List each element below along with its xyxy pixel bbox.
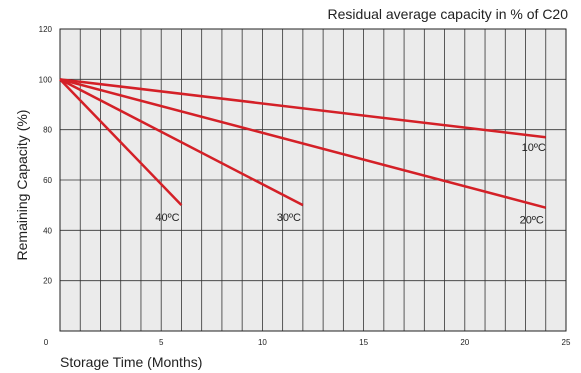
x-tick-label: 15 <box>359 338 368 347</box>
x-tick-label: 5 <box>159 338 164 347</box>
y-axis-label: Remaining Capacity (%) <box>14 109 30 261</box>
y-tick-label: 80 <box>43 126 52 135</box>
y-tick-label: 40 <box>43 226 52 235</box>
y-tick-label: 100 <box>39 75 53 84</box>
x-tick-label: 20 <box>460 338 469 347</box>
series-label: 30ºC <box>277 212 301 224</box>
series-line <box>59 78 304 207</box>
series-label: 40ºC <box>155 212 179 224</box>
series-line <box>59 78 547 209</box>
x-tick-label: 25 <box>562 338 571 347</box>
y-tick-label: 20 <box>43 277 52 286</box>
series-label: 20ºC <box>520 215 544 227</box>
y-tick-label: 60 <box>43 176 52 185</box>
x-tick-label: 0 <box>44 338 49 347</box>
series-line <box>59 78 546 139</box>
chart-title: Residual average capacity in % of C20 <box>327 6 568 22</box>
y-tick-label: 120 <box>39 25 53 34</box>
series-label: 10ºC <box>522 142 546 154</box>
x-tick-label: 10 <box>258 338 267 347</box>
x-axis-label: Storage Time (Months) <box>60 354 203 370</box>
series-line <box>59 78 183 207</box>
plot-border <box>59 28 567 332</box>
